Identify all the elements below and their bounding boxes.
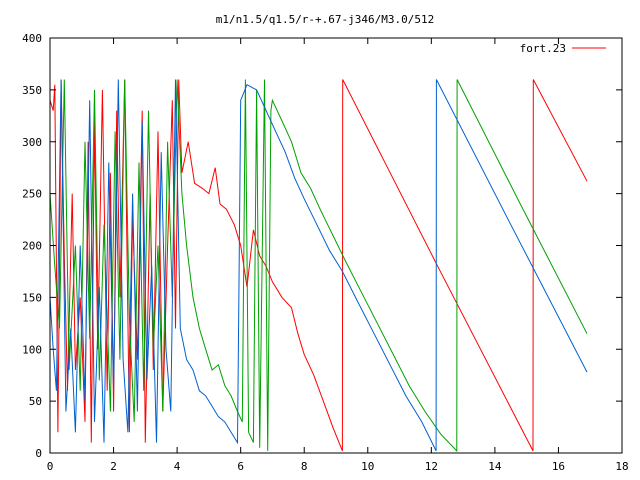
plot-frame bbox=[49, 37, 623, 454]
x-tick-label: 16 bbox=[552, 460, 565, 473]
x-tick-label: 0 bbox=[47, 460, 54, 473]
x-tick-label: 18 bbox=[615, 460, 628, 473]
x-tick-label: 2 bbox=[110, 460, 117, 473]
y-tick-label: 150 bbox=[22, 291, 42, 304]
y-tick-label: 100 bbox=[22, 343, 42, 356]
x-tick-label: 8 bbox=[301, 460, 308, 473]
series-line-1 bbox=[49, 79, 588, 453]
x-tick-label: 14 bbox=[488, 460, 502, 473]
chart-title: m1/n1.5/q1.5/r-+.67-j346/M3.0/512 bbox=[216, 13, 435, 26]
y-tick-label: 250 bbox=[22, 188, 42, 201]
y-tick-label: 0 bbox=[35, 447, 42, 460]
y-tick-label: 50 bbox=[29, 395, 42, 408]
x-tick-label: 10 bbox=[361, 460, 374, 473]
legend-label: fort.23 bbox=[520, 42, 566, 55]
legend: fort.23 bbox=[520, 42, 606, 55]
y-tick-label: 300 bbox=[22, 136, 42, 149]
y-tick-label: 350 bbox=[22, 84, 42, 97]
series-line-2 bbox=[49, 79, 588, 452]
x-tick-label: 6 bbox=[237, 460, 244, 473]
y-tick-label: 200 bbox=[22, 240, 42, 253]
tick-layer: 0 2 4 6 8 10 12 14 16 18 0 50 100 150 200 250 300 350 400 bbox=[22, 32, 629, 473]
series-line-0 bbox=[49, 79, 588, 452]
series-layer bbox=[49, 79, 588, 453]
x-tick-label: 12 bbox=[425, 460, 438, 473]
y-tick-label: 400 bbox=[22, 32, 42, 45]
x-tick-label: 4 bbox=[174, 460, 181, 473]
